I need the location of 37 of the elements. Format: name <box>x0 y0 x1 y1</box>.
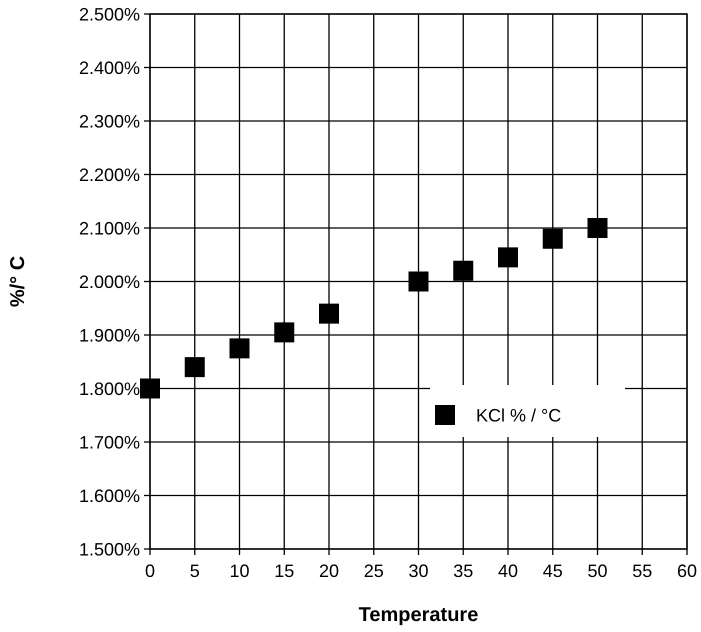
point <box>498 247 518 268</box>
y-tick-label: 1.900% <box>78 325 140 346</box>
x-tick-label: 20 <box>318 561 340 581</box>
x-tick-label: 55 <box>632 561 652 581</box>
y-tick-label: 2.400% <box>78 58 140 78</box>
y-tick-label: 2.200% <box>78 164 140 185</box>
x-tick-label: 25 <box>364 561 384 581</box>
y-tick-label: 2.500% <box>78 4 140 24</box>
y-tick-label: 2.000% <box>78 272 140 292</box>
legend-label: KCl % / °C <box>476 405 562 426</box>
y-tick-label: 2.300% <box>78 111 140 132</box>
y-axis-title: %/° C <box>7 256 29 308</box>
point <box>542 228 563 249</box>
y-tick-label: 1.600% <box>78 486 140 506</box>
x-axis-title: Temperature <box>358 604 478 626</box>
x-tick-label: 50 <box>587 561 608 581</box>
y-tick-label: 1.700% <box>78 432 140 452</box>
x-tick-label: 60 <box>676 561 698 581</box>
x-tick-label: 0 <box>144 561 156 581</box>
x-tick-label: 10 <box>229 561 250 581</box>
point <box>588 218 608 238</box>
x-tick-label: 35 <box>453 561 474 581</box>
x-tick-label: 5 <box>190 561 200 581</box>
x-tick-label: 30 <box>408 561 429 581</box>
x-tick-label: 40 <box>498 561 518 581</box>
point <box>184 357 205 378</box>
point <box>453 260 474 281</box>
x-tick-label: 15 <box>274 561 294 581</box>
x-tick-label: 45 <box>542 561 563 581</box>
y-tick-label: 1.500% <box>78 539 140 560</box>
point <box>140 378 160 398</box>
point <box>230 338 250 358</box>
y-tick-label: 1.800% <box>78 378 140 399</box>
point <box>408 272 428 292</box>
y-tick-label: 2.100% <box>78 218 140 238</box>
point <box>319 304 339 324</box>
point <box>274 322 294 342</box>
